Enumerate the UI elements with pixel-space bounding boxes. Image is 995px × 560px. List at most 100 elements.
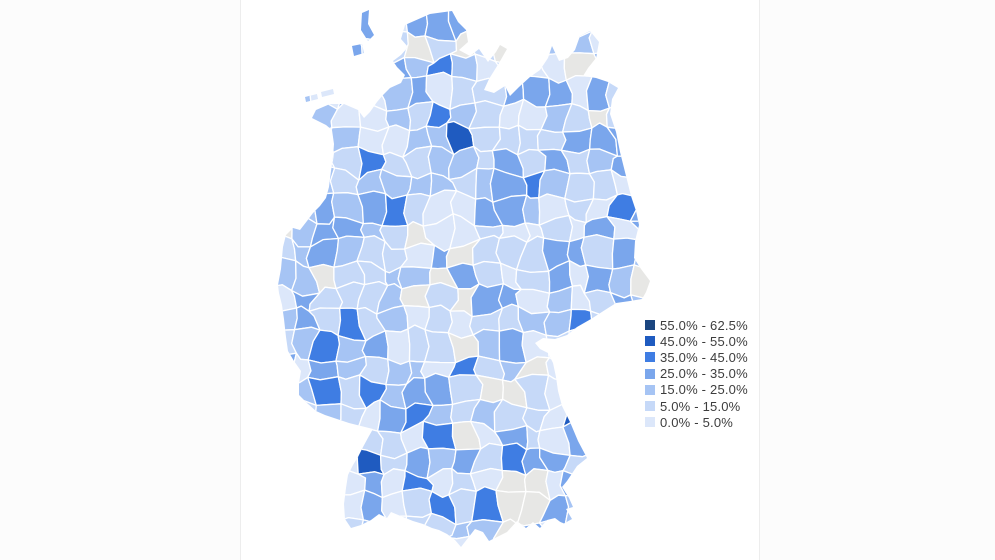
district-shape[interactable] [243,35,272,61]
district-shape[interactable] [588,28,620,58]
district-shape[interactable] [264,382,295,408]
district-shape[interactable] [497,12,523,39]
district-shape[interactable] [630,32,663,57]
district-shape[interactable] [266,10,298,41]
district-shape[interactable] [264,400,295,434]
district-shape[interactable] [267,425,295,452]
district-shape[interactable] [242,381,268,408]
district-shape[interactable] [656,211,686,248]
district-shape[interactable] [288,424,315,457]
district-shape[interactable] [568,308,594,332]
district-shape[interactable] [263,496,289,524]
district-shape[interactable] [652,490,684,521]
district-shape[interactable] [246,448,269,473]
district-shape[interactable] [615,29,642,58]
district-shape[interactable] [287,151,318,173]
district-shape[interactable] [589,310,614,332]
district-shape[interactable] [331,516,365,540]
district-shape[interactable] [661,8,686,37]
district-shape[interactable] [269,100,294,139]
district-shape[interactable] [635,103,660,135]
district-shape[interactable] [652,294,682,317]
district-shape[interactable] [586,353,616,388]
district-shape[interactable] [468,12,500,39]
district-shape[interactable] [583,264,614,294]
district-shape[interactable] [311,421,343,457]
legend-item[interactable]: 25.0% - 35.0% [645,366,748,382]
district-shape[interactable] [516,522,546,545]
district-shape[interactable] [377,0,403,11]
district-shape[interactable] [612,13,639,38]
district-shape[interactable] [591,52,618,79]
district-shape[interactable] [583,425,619,456]
district-shape[interactable] [589,492,614,519]
district-shape[interactable] [421,420,457,451]
district-shape[interactable] [612,424,634,456]
district-shape[interactable] [311,403,342,428]
district-shape[interactable] [241,173,267,203]
district-shape[interactable] [311,513,335,537]
district-shape[interactable] [375,540,410,560]
district-shape[interactable] [630,264,658,299]
district-shape[interactable] [584,0,615,15]
district-shape[interactable] [287,125,317,159]
district-shape[interactable] [466,519,504,549]
district-shape[interactable] [241,149,273,178]
district-shape[interactable] [658,0,687,15]
district-shape[interactable] [639,539,664,560]
district-shape[interactable] [583,538,615,560]
district-shape[interactable] [633,49,665,86]
district-shape[interactable] [648,167,687,204]
district-shape[interactable] [290,446,318,476]
district-shape[interactable] [357,33,389,66]
district-shape[interactable] [537,0,568,19]
district-shape[interactable] [329,29,364,65]
district-shape[interactable] [263,518,289,547]
district-shape[interactable] [242,237,273,270]
district-shape[interactable] [587,451,617,480]
district-shape[interactable] [656,54,684,81]
district-shape[interactable] [608,0,638,20]
district-shape[interactable] [269,132,292,155]
district-shape[interactable] [494,58,524,81]
district-shape[interactable] [519,0,548,15]
district-shape[interactable] [492,34,524,66]
district-shape[interactable] [397,0,431,12]
district-shape[interactable] [657,244,686,269]
district-shape[interactable] [284,499,319,521]
district-shape[interactable] [539,535,573,560]
district-shape[interactable] [332,535,362,560]
district-shape[interactable] [583,406,614,431]
district-shape[interactable] [239,513,271,546]
district-shape[interactable] [649,514,687,541]
district-shape[interactable] [242,356,269,385]
district-shape[interactable] [272,211,293,240]
district-shape[interactable] [635,148,659,180]
district-shape[interactable] [566,359,592,383]
district-shape[interactable] [307,359,339,381]
district-shape[interactable] [249,494,266,520]
district-shape[interactable] [309,125,335,159]
district-shape[interactable] [239,543,274,560]
district-shape[interactable] [592,476,612,501]
district-shape[interactable] [630,8,665,38]
district-shape[interactable] [566,375,592,408]
district-shape[interactable] [609,381,638,409]
district-shape[interactable] [291,399,317,428]
district-shape[interactable] [271,541,290,560]
district-shape[interactable] [606,328,640,365]
district-shape[interactable] [384,328,411,365]
district-shape[interactable] [630,514,655,547]
district-shape[interactable] [630,171,654,201]
district-shape[interactable] [289,32,320,62]
district-shape[interactable] [265,194,298,220]
district-shape[interactable] [334,7,363,39]
district-shape[interactable] [518,536,543,560]
district-shape[interactable] [605,77,641,109]
district-shape[interactable] [630,489,656,518]
district-shape[interactable] [311,494,339,524]
district-shape[interactable] [359,62,383,88]
district-shape[interactable] [311,469,341,501]
district-shape[interactable] [606,472,643,495]
district-shape[interactable] [544,374,573,411]
